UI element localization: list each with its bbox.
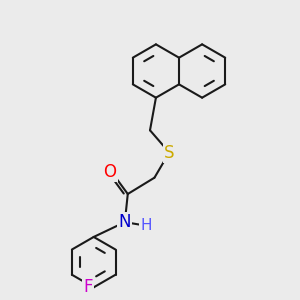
Text: S: S xyxy=(164,143,175,161)
Text: H: H xyxy=(140,218,152,232)
Text: O: O xyxy=(103,163,116,181)
Text: F: F xyxy=(84,278,93,296)
Text: N: N xyxy=(118,213,131,231)
